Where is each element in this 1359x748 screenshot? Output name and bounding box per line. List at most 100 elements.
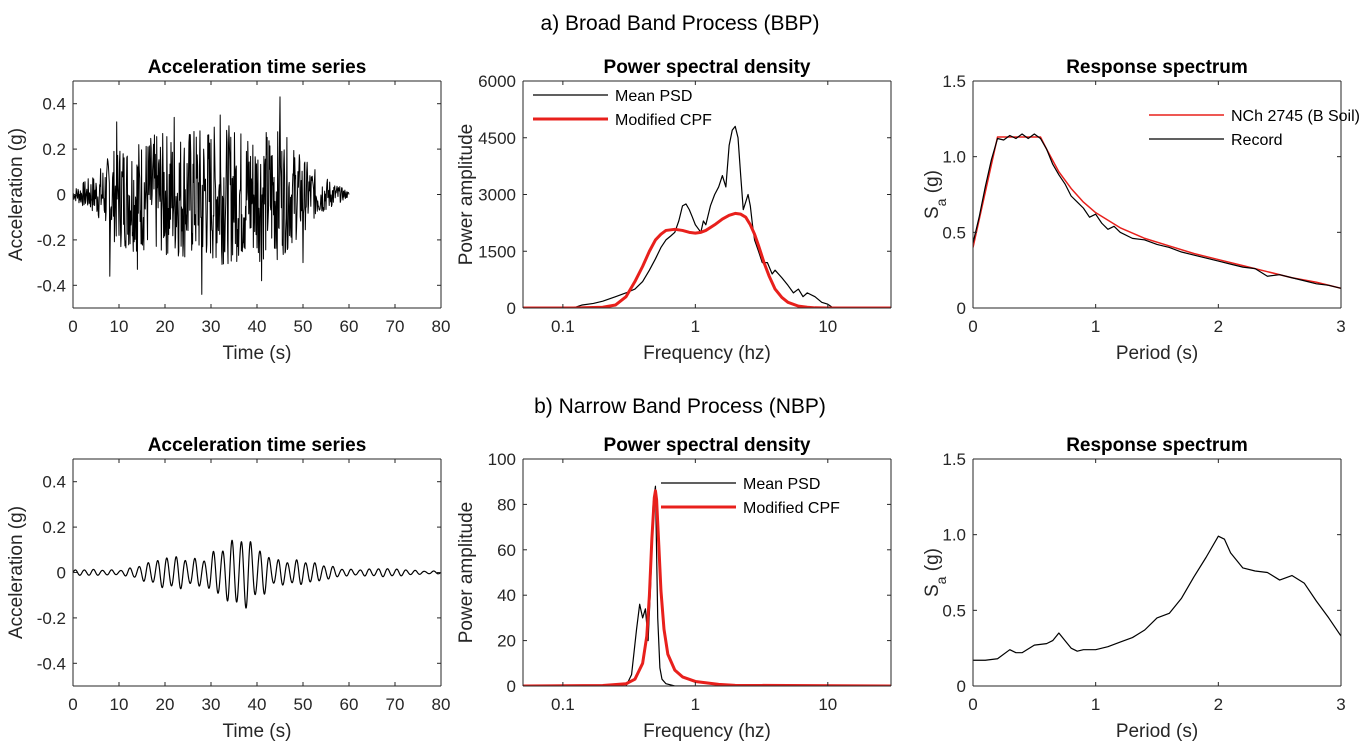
y-tick-label: 0.5 (942, 601, 966, 620)
legend-label: Record (1231, 132, 1283, 149)
x-axis-label: Period (s) (1116, 721, 1198, 742)
legend-label: Mean PSD (743, 476, 820, 493)
x-tick-label: 30 (202, 317, 221, 336)
x-tick-label: 2 (1214, 317, 1223, 336)
x-axis-label: Frequency (hz) (643, 721, 771, 742)
y-axis-label-unit: (g) (922, 548, 943, 577)
x-tick-label: 0 (68, 317, 77, 336)
legend-label: Mean PSD (615, 88, 692, 105)
legend: Mean PSD Modified CPF (533, 88, 712, 129)
series-line-modified-cpf-1 (523, 211, 891, 308)
panel-b-accel: 0 10 20 30 40 50 60 70 80 -0.4 -0.2 0 0.2 0.4 Accelera… (6, 435, 450, 742)
x-tick-label: 60 (340, 317, 359, 336)
legend-label: Modified CPF (743, 500, 840, 517)
y-axis-label-main: S (922, 584, 943, 597)
y-tick-label: 20 (497, 632, 516, 651)
x-tick-label: 50 (294, 317, 313, 336)
y-tick-label: 40 (497, 586, 516, 605)
series-group (973, 535, 1341, 661)
panel-title: Acceleration time series (148, 57, 367, 78)
y-tick-label: 0.4 (42, 95, 66, 114)
y-tick-label: 0.5 (942, 223, 966, 242)
x-tick-label: 20 (156, 695, 175, 714)
legend-label: Modified CPF (615, 112, 712, 129)
x-tick-label: 3 (1336, 695, 1345, 714)
y-tick-label: -0.4 (37, 276, 66, 295)
panel-a-accel: 0 10 20 30 40 50 60 70 80 -0.4 -0.2 0 0.2 0.4 Accelera… (6, 57, 450, 364)
x-tick-label: 1 (691, 317, 700, 336)
y-tick-label: -0.2 (37, 609, 66, 628)
series-group (523, 125, 891, 308)
series-group (73, 539, 441, 609)
x-tick-label: 10 (110, 317, 129, 336)
x-tick-label: 70 (386, 317, 405, 336)
panel-title: Response spectrum (1066, 435, 1248, 456)
y-axis-label-unit: (g) (922, 170, 943, 199)
x-tick-label: 1 (691, 695, 700, 714)
y-tick-label: 1.0 (942, 526, 966, 545)
x-tick-label: 10 (818, 317, 837, 336)
x-tick-label: 40 (248, 695, 267, 714)
series-line-record-0 (973, 535, 1341, 661)
series-line-nch-2745-b-soil--0 (973, 136, 1341, 290)
x-tick-label: 70 (386, 695, 405, 714)
y-axis-label: Acceleration (g) (6, 506, 27, 639)
y-tick-label: 1.5 (942, 450, 966, 469)
panel-a-resp: 0 1 2 3 0 0.5 1.0 1.5 Response spectrum Period (s… (922, 57, 1359, 364)
y-tick-label: 3000 (478, 186, 516, 205)
y-tick-label: 80 (497, 495, 516, 514)
x-tick-label: 80 (432, 317, 451, 336)
x-axis-label: Time (s) (223, 721, 292, 742)
x-tick-label: 60 (340, 695, 359, 714)
x-axis-label: Time (s) (223, 343, 292, 364)
panel-title: Response spectrum (1066, 57, 1248, 78)
y-axis-label-subscript: a (933, 576, 949, 584)
x-tick-label: 3 (1336, 317, 1345, 336)
legend: NCh 2745 (B Soil) Record (1149, 108, 1359, 149)
y-tick-label: 6000 (478, 72, 516, 91)
y-tick-label: 0.4 (42, 473, 66, 492)
x-tick-label: 10 (110, 695, 129, 714)
x-tick-label: 1 (1091, 317, 1100, 336)
y-tick-label: 0 (957, 299, 966, 318)
y-axis-label: Power amplitude (456, 124, 477, 266)
x-axis-label: Frequency (hz) (643, 343, 771, 364)
y-tick-label: 0 (507, 299, 516, 318)
panel-a-psd: 0.1 1 10 0 1500 3000 4500 6000 Power spectral de… (456, 57, 892, 364)
x-tick-label: 0.1 (551, 695, 575, 714)
x-tick-label: 0.1 (551, 317, 575, 336)
x-tick-label: 2 (1214, 695, 1223, 714)
y-tick-label: 4500 (478, 129, 516, 148)
y-axis-label: Power amplitude (456, 502, 477, 644)
y-axis-label-main: S (922, 206, 943, 219)
x-tick-label: 20 (156, 317, 175, 336)
legend-label: NCh 2745 (B Soil) (1231, 108, 1359, 125)
y-tick-label: 0.2 (42, 140, 66, 159)
panel-title: Acceleration time series (148, 435, 367, 456)
y-axis-label: Sa (g) (922, 548, 949, 597)
x-tick-label: 10 (818, 695, 837, 714)
panel-b-resp: 0 1 2 3 0 0.5 1.0 1.5 Response spectrum Period (s… (922, 435, 1346, 742)
y-tick-label: 1.5 (942, 72, 966, 91)
series-line-mean-psd-0 (523, 125, 891, 308)
panel-title: Power spectral density (604, 57, 811, 78)
series-line-signal-0 (73, 539, 441, 609)
x-tick-label: 30 (202, 695, 221, 714)
panel-title: Power spectral density (604, 435, 811, 456)
y-axis-label-subscript: a (933, 198, 949, 206)
row-title-a: a) Broad Band Process (BBP) (541, 12, 820, 35)
y-tick-label: 1500 (478, 242, 516, 261)
x-tick-label: 0 (968, 695, 977, 714)
x-tick-label: 1 (1091, 695, 1100, 714)
x-tick-label: 0 (968, 317, 977, 336)
row-title-b: b) Narrow Band Process (NBP) (534, 395, 826, 418)
series-group (73, 96, 350, 295)
y-tick-label: -0.4 (37, 654, 66, 673)
plot-panels: 0 10 20 30 40 50 60 70 80-0.4-0.200.20.4Accelera… (6, 57, 1359, 742)
x-tick-label: 50 (294, 695, 313, 714)
x-tick-label: 80 (432, 695, 451, 714)
y-tick-label: 0 (507, 677, 516, 696)
x-tick-label: 0 (68, 695, 77, 714)
series-line-record-1 (973, 133, 1341, 289)
